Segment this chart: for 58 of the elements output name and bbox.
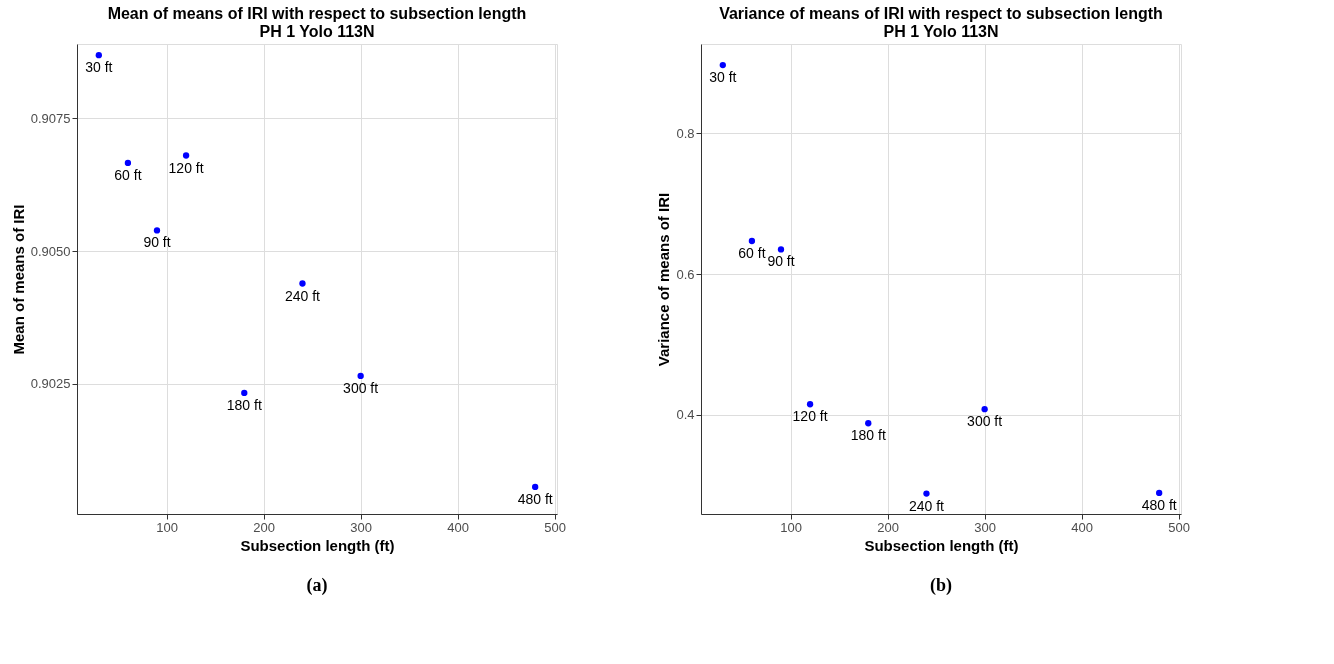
annotation: 240 ft — [908, 497, 945, 514]
annotation: 30 ft — [85, 59, 113, 76]
x-tick-label: 400 — [1071, 519, 1093, 535]
x-tick-label: 500 — [1168, 519, 1190, 535]
x-axis-title: Subsection length (ft) — [864, 536, 1019, 554]
annotation: 60 ft — [738, 245, 766, 262]
annotation: 240 ft — [284, 287, 321, 304]
chart-subtitle: PH 1 Yolo 113N — [259, 23, 375, 40]
annotation: 90 ft — [143, 234, 171, 251]
annotation: 60 ft — [114, 166, 142, 183]
chart-subtitle: PH 1 Yolo 113N — [883, 23, 999, 40]
point — [1156, 489, 1163, 497]
annotation: 90 ft — [767, 253, 795, 270]
point — [153, 227, 161, 234]
x-axis-title: Subsection length (ft) — [240, 536, 395, 554]
y-axis-title: Mean of means of IRI — [9, 204, 27, 355]
annotation: 180 ft — [226, 396, 262, 413]
point — [532, 483, 539, 491]
x-tick-label: 100 — [780, 519, 803, 535]
point — [182, 152, 190, 159]
text: (b) — [930, 575, 952, 596]
y-tick-label: 0.6 — [676, 266, 695, 282]
y-tick-label: 0.4 — [676, 407, 695, 423]
point — [95, 52, 102, 59]
annotation: 480 ft — [517, 490, 553, 507]
y-axis-title: Variance of means of IRI — [655, 192, 673, 367]
point — [981, 406, 988, 413]
annotation: 480 ft — [1141, 496, 1177, 513]
point — [748, 237, 756, 245]
y-tick-label: 0.9050 — [30, 243, 71, 259]
x-tick-label: 300 — [974, 519, 996, 535]
point — [719, 61, 726, 69]
chart-title: Variance of means of IRI with respect to subsection length — [719, 5, 1163, 22]
point — [806, 401, 814, 408]
point — [299, 280, 306, 287]
point — [865, 420, 872, 427]
point — [124, 159, 132, 167]
y-tick-label: 0.9075 — [30, 110, 71, 126]
annotation: 120 ft — [168, 159, 204, 176]
point — [241, 389, 248, 397]
x-tick-label: 300 — [350, 519, 372, 535]
annotation: 300 ft — [967, 413, 1003, 430]
annotation: 120 ft — [792, 408, 828, 425]
y-tick-label: 0.9025 — [30, 376, 71, 392]
point — [923, 490, 930, 497]
annotation: 30 ft — [709, 69, 737, 86]
x-tick-label: 200 — [877, 519, 900, 535]
annotation: 300 ft — [343, 379, 379, 396]
chart-title: Mean of means of IRI with respect to subsection length — [107, 5, 527, 22]
x-tick-label: 400 — [447, 519, 469, 535]
x-tick-label: 100 — [156, 519, 179, 535]
text: (a) — [306, 575, 328, 596]
point — [777, 246, 785, 253]
y-tick-label: 0.8 — [676, 125, 695, 141]
x-tick-label: 200 — [253, 519, 276, 535]
annotation: 180 ft — [850, 427, 886, 444]
x-tick-label: 500 — [544, 519, 566, 535]
point — [357, 372, 364, 380]
